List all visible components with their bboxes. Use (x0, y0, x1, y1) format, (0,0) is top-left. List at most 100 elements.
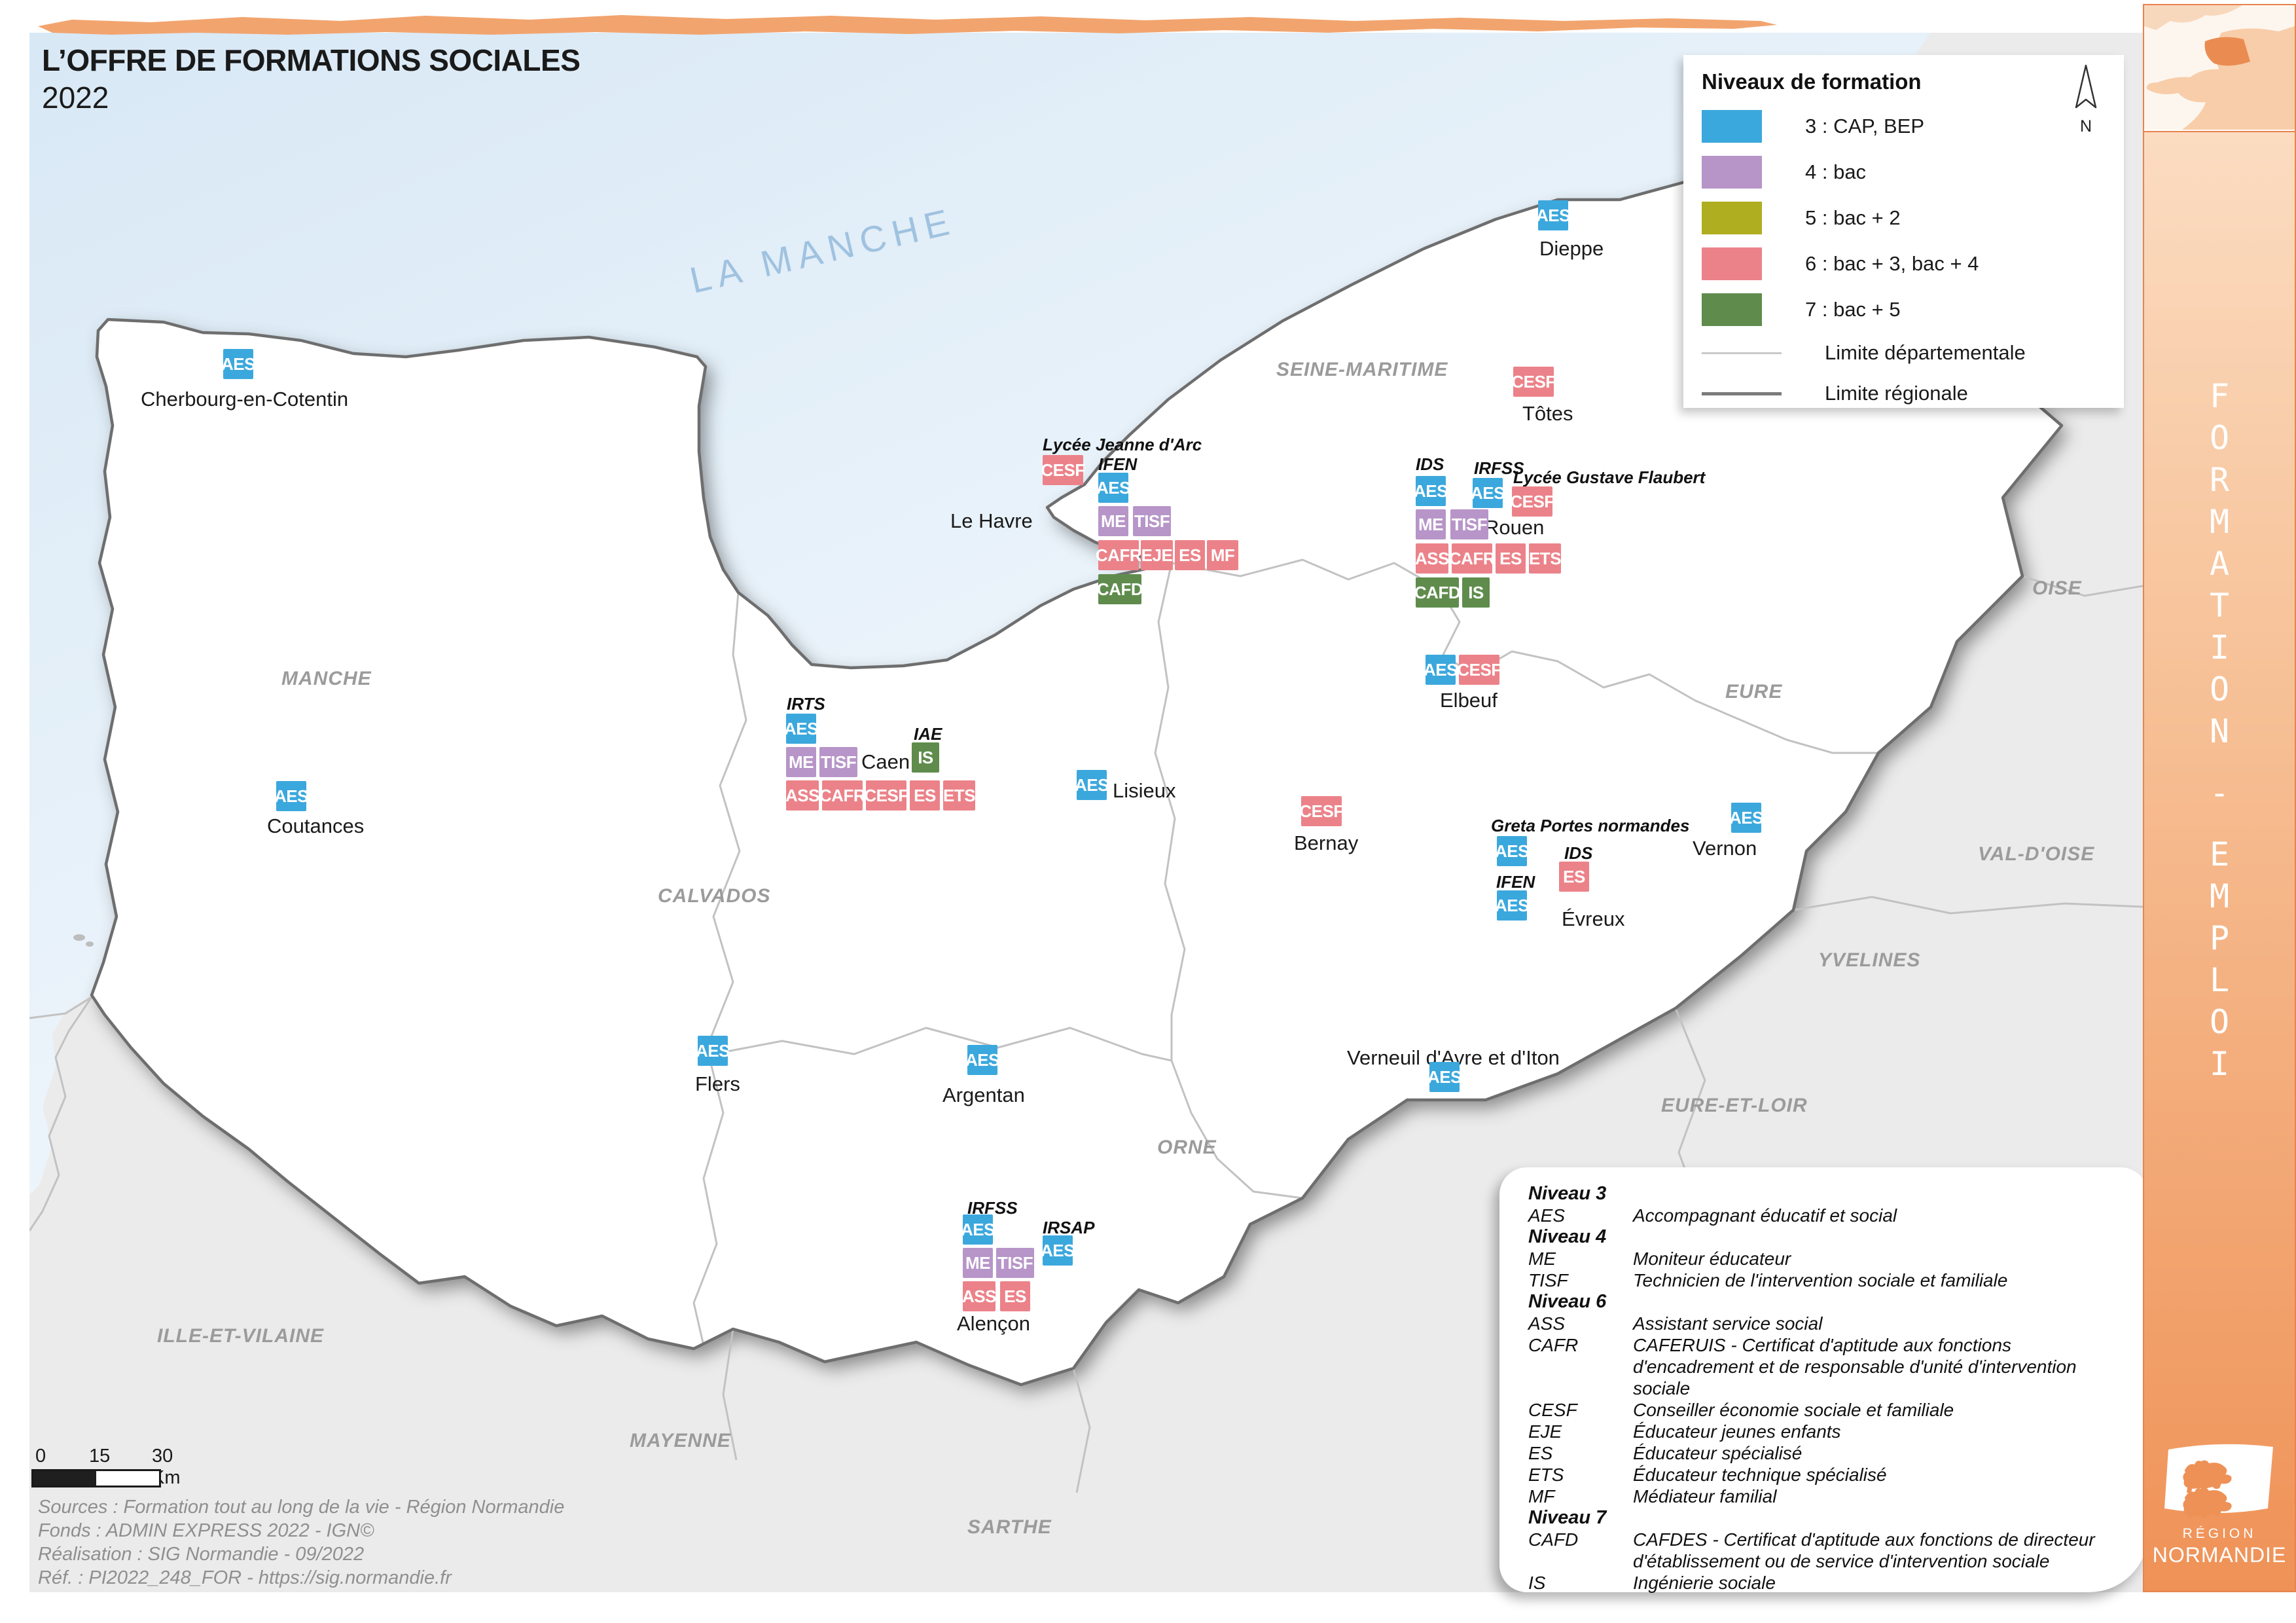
abbrev-desc: Conseiller économie sociale et familiale (1633, 1400, 1954, 1420)
formation-badge: MF (1207, 540, 1238, 570)
formation-badge: ME (1098, 506, 1128, 536)
legend-level-label: 6 : bac + 3, bac + 4 (1805, 252, 1979, 275)
formation-badge: AES (1495, 890, 1529, 921)
legend-limit-line (1702, 352, 1782, 354)
formation-badge: CAFR (1096, 540, 1142, 570)
institution-label: IDS (1564, 843, 1593, 863)
institution-label: Lycée Jeanne d'Arc (1043, 435, 1202, 454)
formation-badge: TISF (819, 747, 857, 777)
legend-level-row: 7 : bac + 5 (1702, 287, 2124, 333)
sidebar-vertical-letter: F (2209, 377, 2230, 415)
department-label: MAYENNE (630, 1430, 731, 1451)
sidebar-vertical-letter: N (2209, 712, 2230, 750)
abbrev-entry: ETS Éducateur technique spécialisé (1528, 1464, 2119, 1486)
legend-level-label: 4 : bac (1805, 160, 1867, 183)
north-letter: N (2079, 117, 2092, 136)
formation-badge: ES (910, 780, 940, 811)
abbrev-code: ASS (1528, 1313, 1566, 1334)
institution-label: IAE (914, 724, 942, 744)
scale-bar-graphic (31, 1469, 161, 1487)
formation-badge: IS (1462, 577, 1490, 608)
logo-normandie-text: NORMANDIE (2152, 1543, 2287, 1567)
formation-badge: AES (1495, 836, 1529, 866)
formation-badge: CAFR (819, 780, 866, 811)
formation-badge: AES (965, 1045, 999, 1075)
sidebar-vertical-letter: I (2209, 629, 2230, 666)
abbrev-desc: Accompagnant éducatif et social (1633, 1205, 1897, 1226)
formation-badge: CESF (1511, 367, 1556, 397)
abbrev-code: AES (1528, 1205, 1566, 1226)
sidebar-vertical-letter: M (2209, 503, 2230, 541)
normandy-region (92, 88, 2062, 1385)
abbrev-code: CAFR (1528, 1335, 1579, 1355)
legend-level-row: 6 : bac + 3, bac + 4 (1702, 241, 2124, 287)
sidebar-vertical-letter: O (2209, 670, 2230, 708)
legend-limit-line (1702, 392, 1782, 395)
formation-badge: ES (1000, 1281, 1030, 1311)
formation-badge: IS (912, 742, 939, 773)
formation-badge: CESF (1510, 486, 1554, 517)
city-label: Argentan (942, 1084, 1025, 1106)
abbrev-code: ME (1528, 1249, 1556, 1269)
institution-label: Lycée Gustave Flaubert (1513, 467, 1706, 487)
sidebar-vertical-letter: I (2209, 1045, 2230, 1083)
abbrev-entry: AES Accompagnant éducatif et social (1528, 1205, 2119, 1226)
formation-badge: CAFR (1449, 543, 1496, 574)
abbrev-desc: Éducateur technique spécialisé (1633, 1465, 1887, 1485)
sidebar-vertical-letter: L (2209, 961, 2230, 999)
department-label: MANCHE (281, 668, 372, 689)
abbrev-group-header: Niveau 3 (1528, 1183, 1607, 1204)
abbrev-group-header: Niveau 4 (1528, 1226, 1607, 1247)
sidebar-vertical-letter: M (2209, 877, 2230, 915)
legend-limit-label: Limite régionale (1825, 382, 1968, 405)
north-arrow-icon (2075, 64, 2097, 109)
formation-badge: AES (1424, 655, 1458, 685)
formation-badge: AES (1075, 770, 1109, 800)
formation-badge: CAFD (1414, 577, 1461, 608)
department-label: ILLE-ET-VILAINE (157, 1325, 324, 1347)
formation-badge: ES (1559, 862, 1589, 892)
legend-color-swatch (1702, 293, 1762, 326)
formation-badge: AES (1729, 803, 1763, 833)
title-block: L’OFFRE DE FORMATIONS SOCIALES 2022 (42, 45, 581, 115)
source-line: Réf. : PI2022_248_FOR - https://sig.norm… (38, 1567, 452, 1588)
formation-badge: AES (274, 781, 308, 811)
formation-badge: AES (1427, 1062, 1462, 1092)
abbrev-code: TISF (1528, 1270, 1568, 1290)
abbrev-desc: Éducateur spécialisé (1633, 1443, 1803, 1463)
sidebar-vertical-letter: - (2209, 774, 2230, 812)
abbrev-entry: CESF Conseiller économie sociale et famil… (1528, 1399, 2119, 1421)
formation-badge: AES (221, 349, 255, 379)
page-year: 2022 (42, 81, 109, 115)
formation-badge: ASS (785, 780, 819, 811)
institution-label: IRTS (787, 694, 825, 714)
sidebar-vertical-letter: E (2209, 835, 2230, 873)
formation-badge: ASS (962, 1281, 996, 1311)
abbrev-desc: Éducateur jeunes enfants (1633, 1421, 1841, 1442)
formation-badge: ETS (1529, 543, 1562, 574)
formation-badge: ASS (1415, 543, 1449, 574)
city-label: Lisieux (1113, 779, 1176, 802)
abbrev-desc: CAFERUIS - Certificat d'aptitude aux fon… (1633, 1335, 2077, 1398)
formation-badge: CESF (1457, 655, 1501, 685)
legend-color-swatch (1702, 110, 1762, 143)
legend-box: Niveaux de formation 3 : CAP, BEP 4 : bac… (1683, 55, 2124, 408)
formation-badge: TISF (996, 1248, 1034, 1278)
abbrev-code: MF (1528, 1486, 1555, 1506)
formation-badge: EJE (1141, 540, 1173, 570)
formation-badge: CESF (864, 780, 908, 811)
city-label: Flers (695, 1072, 740, 1095)
sidebar-vertical-letter: R (2209, 461, 2230, 499)
institution-label: IRFSS (1474, 458, 1524, 478)
formation-badge: AES (1414, 476, 1448, 506)
formation-badge: ES (1496, 543, 1526, 574)
formation-badge: ME (786, 747, 816, 777)
sidebar-vertical-letter: T (2209, 587, 2230, 625)
formation-badge: AES (1096, 473, 1130, 503)
abbrev-desc: Moniteur éducateur (1633, 1249, 1791, 1269)
source-line: Réalisation : SIG Normandie - 09/2022 (38, 1544, 365, 1565)
formation-badge: CESF (1041, 455, 1085, 485)
formation-badge: ES (1175, 540, 1205, 570)
legend-level-label: 3 : CAP, BEP (1805, 115, 1925, 137)
